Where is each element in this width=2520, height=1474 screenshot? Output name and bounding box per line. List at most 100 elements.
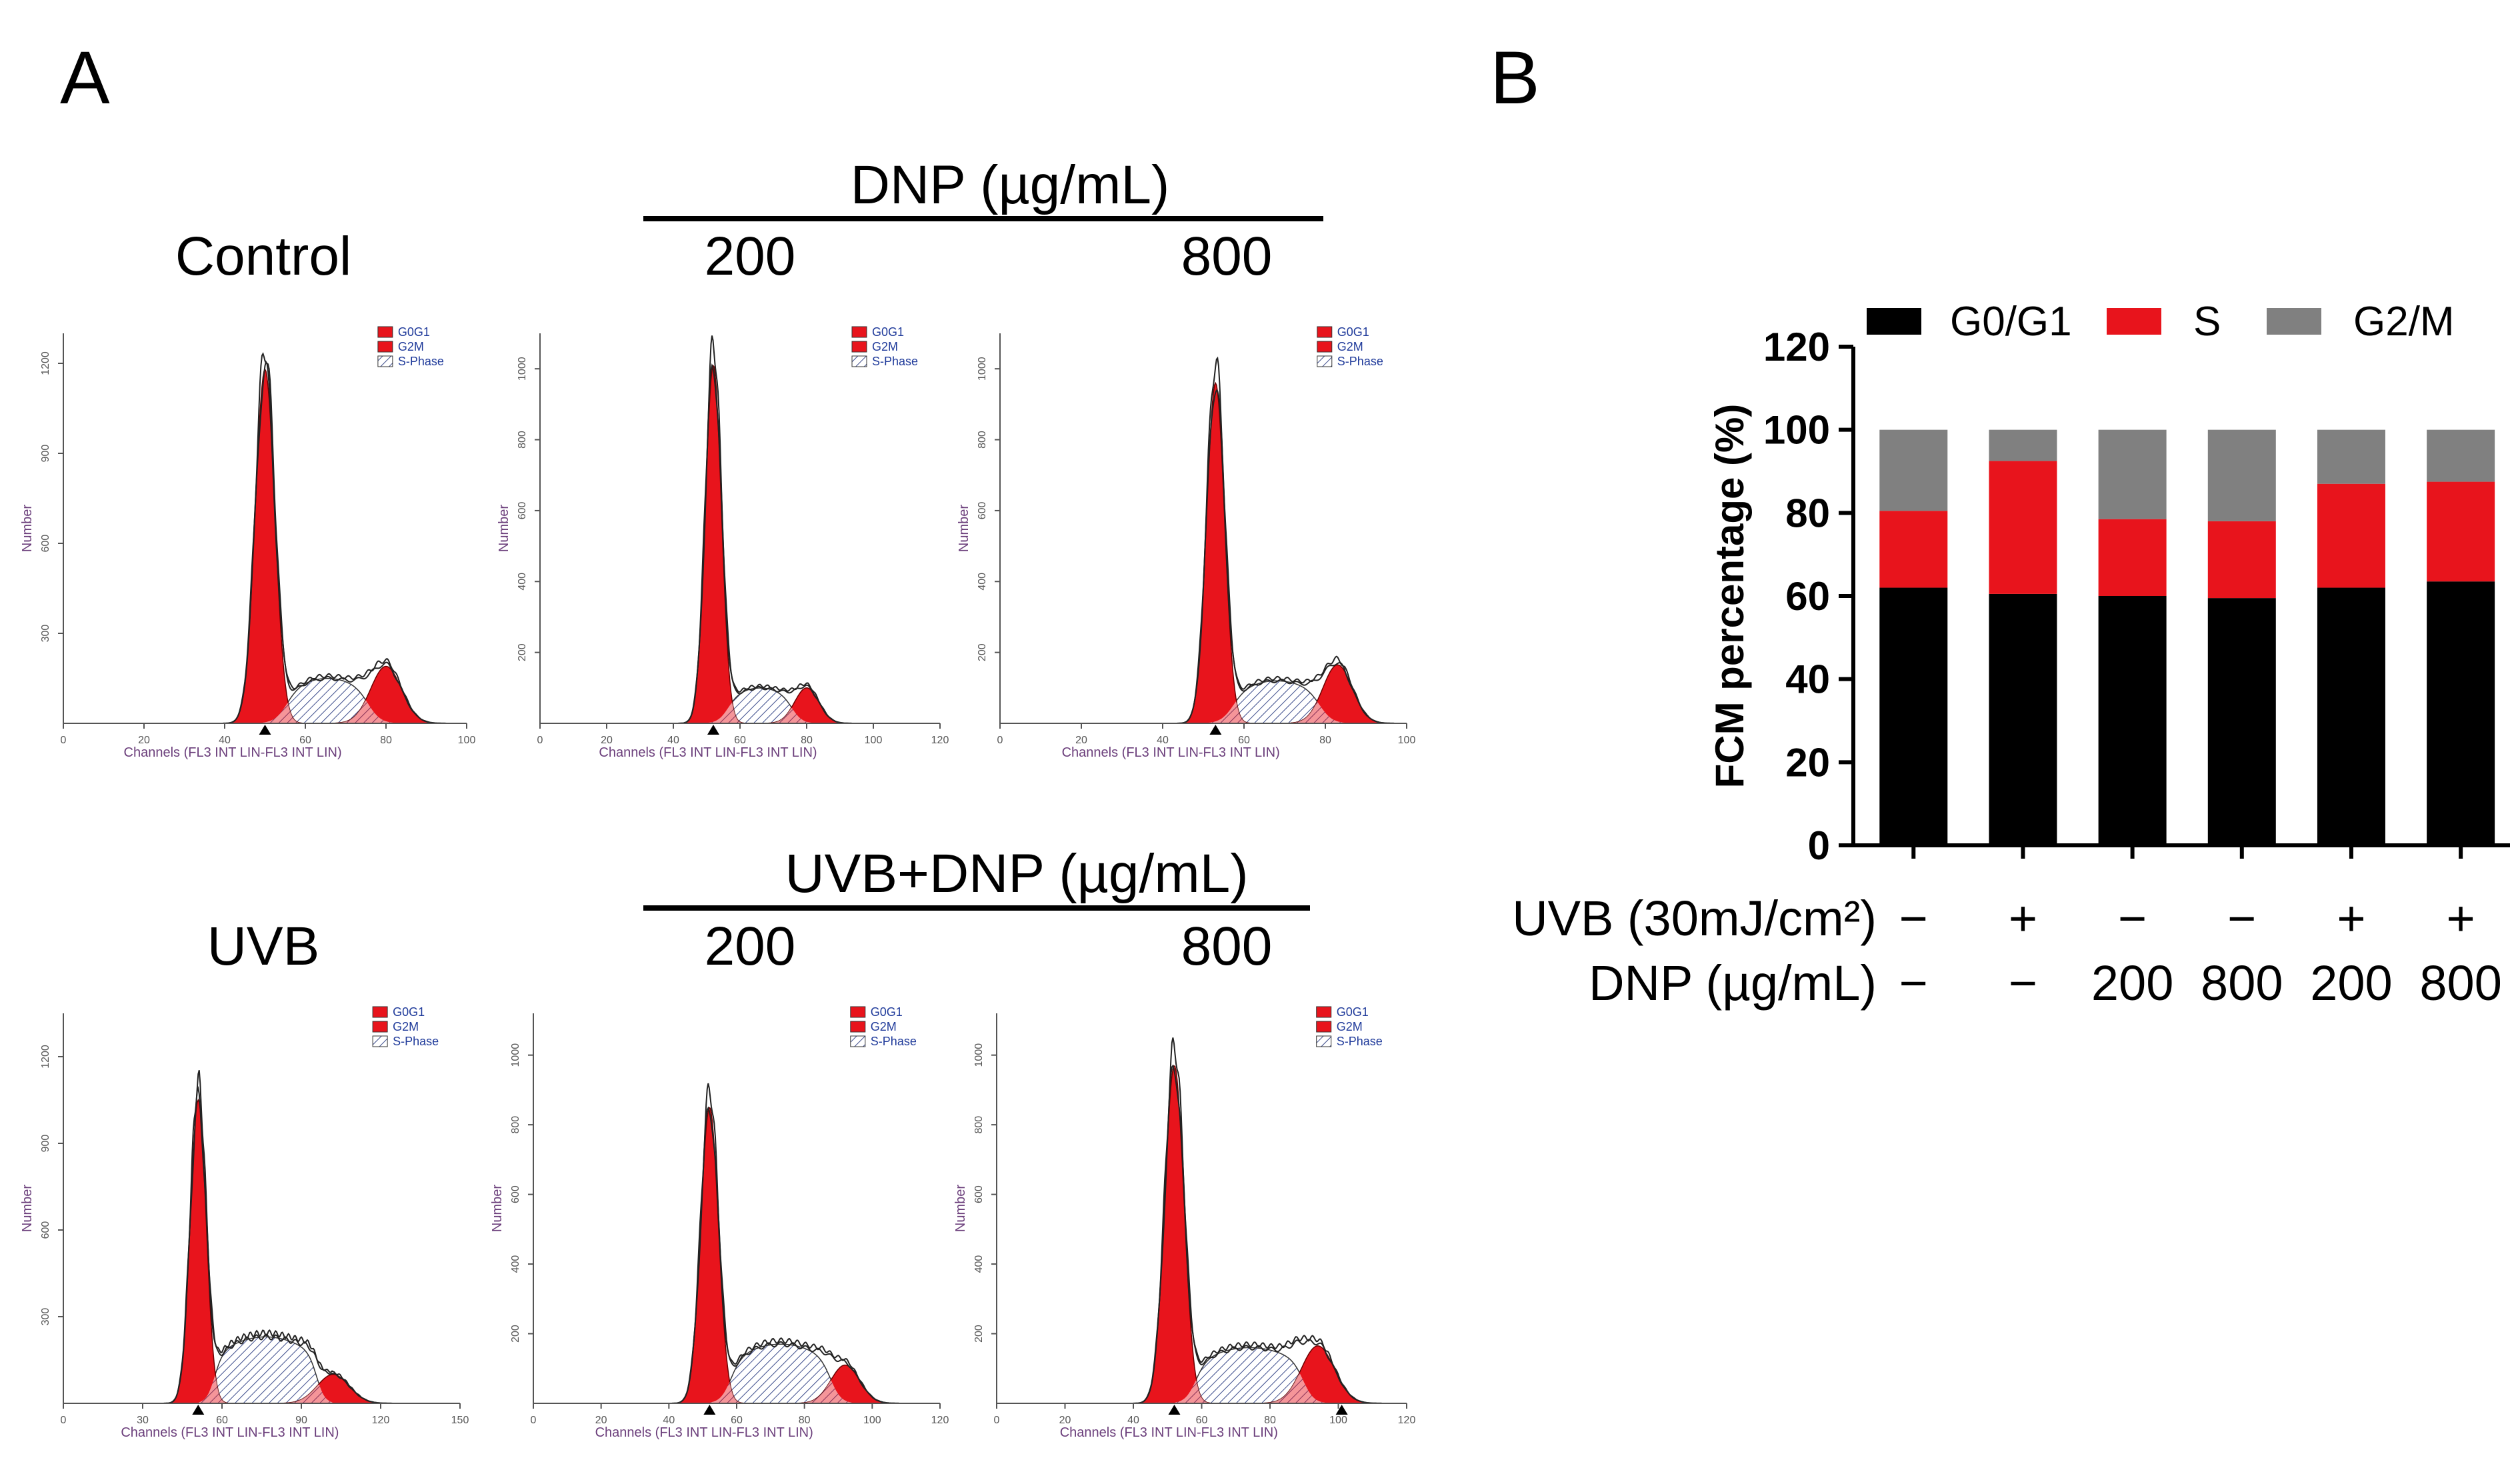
dnp-value: −	[2009, 955, 2037, 1011]
y-tick-label: 800	[517, 431, 528, 449]
legend-label: G2M	[393, 1020, 419, 1033]
legend-label: G2M	[398, 340, 424, 353]
bar-g2m-6	[2427, 429, 2495, 482]
x-tick-label: 20	[1075, 735, 1087, 746]
legend-swatch	[1317, 326, 1333, 338]
x-tick-label: 60	[1238, 735, 1250, 746]
peak-marker-triangle	[259, 725, 271, 735]
x-tick-label: 0	[537, 735, 543, 746]
x-tick-label: 0	[997, 735, 1003, 746]
bar-g2m-3	[2098, 429, 2167, 519]
histogram-uvb-dnp-800: 0 20 40 60 80 100 120 200 400 600 800 1000 Channels …	[953, 1005, 1415, 1440]
legend-swatch	[372, 1006, 388, 1018]
x-tick-label: 120	[931, 735, 949, 746]
y-tick-label: 800	[510, 1116, 521, 1134]
legend-swatch	[1867, 308, 1921, 335]
legend-label: G0G1	[871, 1005, 903, 1019]
histogram-title-uvb: UVB	[207, 916, 320, 977]
legend-label: S-Phase	[393, 1035, 439, 1048]
x-axis-label: Channels (FL3 INT LIN-FL3 INT LIN)	[121, 1425, 339, 1440]
raw-data-trace	[533, 1083, 940, 1404]
x-tick-label: 80	[799, 1415, 811, 1426]
bar-g2m-5	[2317, 429, 2385, 484]
y-tick-label: 1200	[40, 1045, 51, 1069]
x-tick-label: 60	[216, 1415, 228, 1426]
legend-label: S-Phase	[1337, 1035, 1383, 1048]
legend-label: S-Phase	[871, 1035, 917, 1048]
bar-s-5	[2317, 483, 2385, 588]
y-tick-label: 600	[517, 501, 528, 519]
x-tick-label: 60	[299, 735, 311, 746]
group-header-dnp: DNP (µg/mL)	[851, 155, 1170, 215]
legend-label: G2M	[1337, 340, 1363, 353]
x-tick-label: 0	[61, 1415, 67, 1426]
legend-swatch	[2267, 308, 2321, 335]
s-phase-area	[63, 1336, 460, 1404]
y-axis-label: Number	[20, 505, 35, 552]
legend-label: G2/M	[2353, 299, 2455, 345]
x-tick-label: 20	[138, 735, 150, 746]
x-tick-label: 100	[1329, 1415, 1347, 1426]
y-axis-label: Number	[957, 505, 971, 552]
g0g1-peak	[63, 368, 467, 724]
x-axis-label: Channels (FL3 INT LIN-FL3 INT LIN)	[595, 1425, 813, 1440]
x-tick-label: 100	[865, 735, 883, 746]
bar-s-4	[2207, 521, 2276, 599]
x-tick-label: 0	[994, 1415, 1000, 1426]
legend-swatch	[851, 341, 867, 353]
x-tick-label: 90	[295, 1415, 307, 1426]
overlap-hatch	[533, 1380, 940, 1403]
legend-label: G0G1	[1337, 1005, 1369, 1019]
bar-g0g1-5	[2317, 587, 2385, 845]
peak-marker-triangle	[1168, 1405, 1181, 1415]
raw-data-trace	[997, 1037, 1407, 1404]
group-header-uvb-dnp: UVB+DNP (µg/mL)	[785, 843, 1248, 904]
bar-s-6	[2427, 481, 2495, 582]
y-tick-label: 400	[973, 1255, 985, 1273]
x-tick-label: 20	[601, 735, 613, 746]
histogram-uvb-dnp-200: 0 20 40 60 80 100 120 200 400 600 800 1000 Channels …	[490, 1005, 949, 1440]
y-tick-label: 900	[40, 1135, 51, 1153]
uvb-value: +	[2009, 891, 2037, 946]
x-tick-label: 20	[1059, 1415, 1071, 1426]
x-axis-label: Channels (FL3 INT LIN-FL3 INT LIN)	[124, 745, 342, 760]
g0g1-peak	[997, 1065, 1407, 1404]
legend-label: G0G1	[1337, 325, 1369, 339]
bar-s-1	[1879, 511, 1948, 588]
panel-b-label: B	[1490, 36, 1540, 119]
y-tick-label: 0	[1808, 823, 1830, 868]
legend-label: S-Phase	[398, 355, 444, 368]
x-tick-label: 60	[1196, 1415, 1208, 1426]
panel-a-label: A	[60, 36, 110, 119]
legend-label: S-Phase	[872, 355, 918, 368]
x-tick-label: 120	[931, 1415, 949, 1426]
dnp-value: −	[1899, 955, 1928, 1011]
legend-label: S-Phase	[1337, 355, 1383, 368]
dnp-value: 200	[2310, 955, 2392, 1011]
histogram-title-uvb-dnp-200: 200	[705, 916, 796, 977]
bar-g0g1-6	[2427, 581, 2495, 845]
g0g1-peak	[540, 364, 940, 724]
x-tick-label: 0	[531, 1415, 537, 1426]
x-tick-label: 120	[1398, 1415, 1416, 1426]
y-tick-label: 200	[977, 643, 988, 661]
x-tick-label: 40	[667, 735, 679, 746]
y-tick-label: 80	[1785, 491, 1830, 535]
y-tick-label: 120	[1763, 325, 1830, 369]
overlap-hatch	[63, 700, 467, 723]
bar-s-2	[1989, 461, 2057, 594]
x-tick-label: 40	[1127, 1415, 1139, 1426]
y-tick-label: 200	[510, 1325, 521, 1343]
y-tick-label: 600	[40, 535, 51, 553]
legend-label: G0/G1	[1950, 299, 2072, 345]
legend-label: G2M	[1337, 1020, 1363, 1033]
legend-swatch	[850, 1035, 866, 1047]
histogram-title-dnp-200: 200	[705, 226, 796, 287]
uvb-value: −	[2118, 891, 2147, 946]
legend-swatch	[851, 326, 867, 338]
y-tick-label: 40	[1785, 657, 1830, 702]
x-tick-label: 40	[219, 735, 231, 746]
legend-label: G2M	[872, 340, 898, 353]
x-tick-label: 80	[1264, 1415, 1276, 1426]
histogram-title-uvb-dnp-800: 800	[1181, 916, 1273, 977]
